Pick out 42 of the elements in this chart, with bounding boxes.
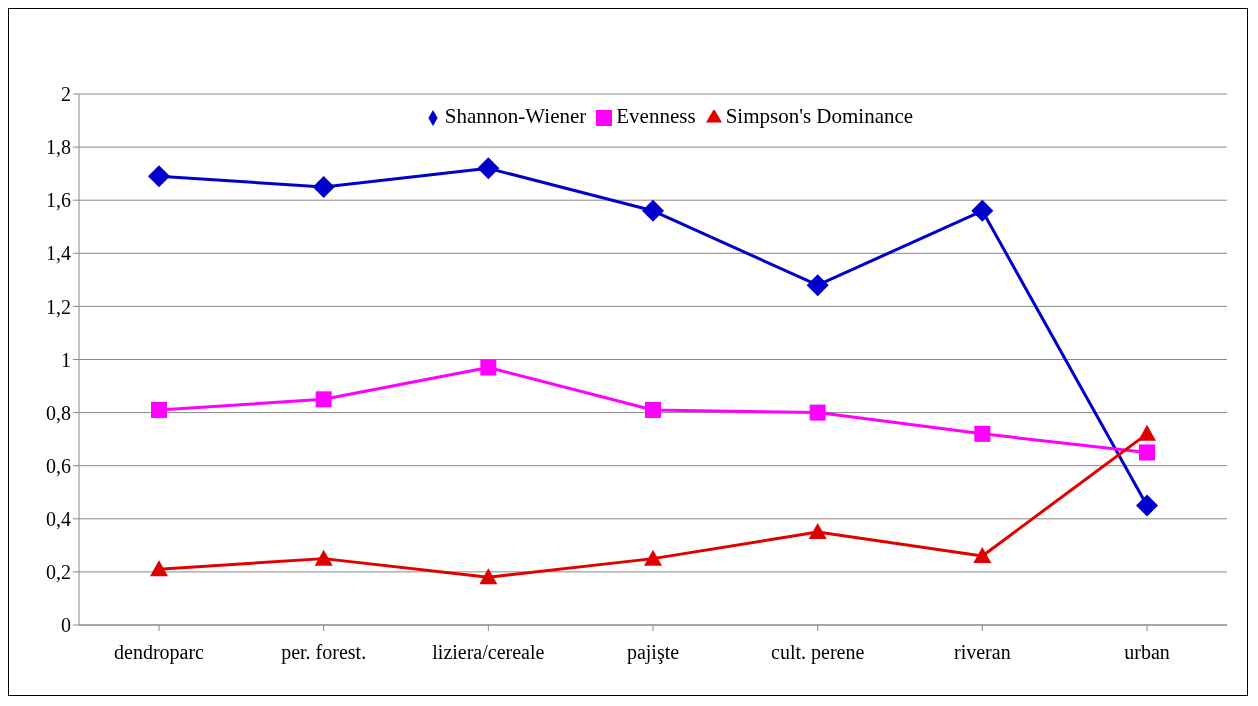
y-tick-label: 0,6: [46, 454, 71, 477]
legend-label: Evenness: [616, 104, 696, 128]
x-tick-label: pajişte: [626, 641, 680, 665]
point: [315, 391, 332, 408]
y-tick-label: 1,2: [46, 295, 71, 318]
point: [645, 401, 661, 418]
y-tick-label: 0,8: [46, 401, 71, 424]
point: [148, 165, 170, 188]
point: [971, 199, 994, 222]
point: [1138, 424, 1156, 441]
point: [150, 560, 168, 577]
legend-label: Simpson's Dominance: [725, 104, 914, 128]
y-tick-label: 1,8: [46, 136, 71, 159]
point: [480, 359, 497, 376]
point: [312, 175, 335, 198]
point: [151, 401, 167, 418]
x-tick-label: liziera/cereale: [432, 641, 545, 664]
x-tick-label: dendroparc: [114, 641, 205, 665]
point: [974, 425, 991, 442]
point: [808, 523, 827, 540]
x-tick-label: riveran: [954, 641, 1011, 664]
y-tick-label: 1: [61, 348, 71, 371]
x-tick-label: urban: [1124, 641, 1170, 664]
point: [477, 157, 500, 180]
point: [644, 549, 662, 566]
legend-label: Shannon-Wiener: [444, 104, 587, 128]
point: [1139, 444, 1155, 461]
point: [973, 546, 992, 563]
y-tick-label: 0,4: [46, 507, 71, 530]
point: [314, 549, 333, 566]
y-tick-label: 1,4: [46, 242, 71, 265]
y-tick-label: 2: [61, 83, 71, 106]
point: [479, 568, 498, 585]
point: [1136, 494, 1158, 517]
point: [809, 404, 826, 421]
point: [806, 274, 829, 297]
y-tick-label: 0,2: [46, 561, 71, 583]
y-tick-label: 1,6: [46, 189, 71, 212]
x-tick-label: cult. perene: [771, 641, 865, 665]
point: [642, 199, 664, 222]
y-tick-label: 0: [61, 614, 71, 637]
x-tick-label: per. forest.: [281, 641, 367, 665]
